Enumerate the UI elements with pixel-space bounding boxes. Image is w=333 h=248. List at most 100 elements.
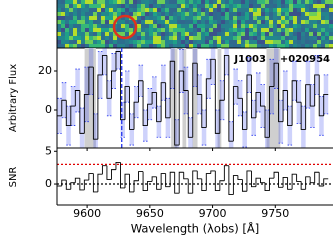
image-pixel [141, 16, 145, 20]
image-pixel [197, 40, 201, 44]
spectrum-step [255, 91, 261, 118]
image-pixel [257, 0, 261, 4]
spectrum-step [129, 86, 135, 130]
image-pixel [169, 24, 173, 28]
image-pixel [113, 40, 117, 44]
image-pixel [245, 28, 249, 32]
image-pixel [89, 40, 93, 44]
image-pixel [125, 28, 129, 32]
spectrum-step [241, 179, 247, 192]
image-pixel [213, 8, 217, 12]
image-pixel [117, 12, 121, 16]
image-pixel [85, 8, 89, 12]
image-pixel [297, 32, 301, 36]
image-pixel [89, 24, 93, 28]
image-pixel [125, 44, 129, 48]
image-pixel [65, 0, 69, 4]
image-pixel [197, 32, 201, 36]
spectrum-step [101, 165, 107, 175]
spectrum-step [232, 175, 238, 195]
image-pixel [65, 4, 69, 8]
image-pixel [69, 0, 73, 4]
image-pixel [205, 12, 209, 16]
image-pixel [141, 28, 145, 32]
image-pixel [201, 16, 205, 20]
image-pixel [265, 8, 269, 12]
image-pixel [253, 36, 257, 40]
spectrum-step [129, 174, 135, 193]
image-pixel [297, 24, 301, 28]
spectrum-step [83, 93, 89, 134]
image-pixel [213, 0, 217, 4]
image-pixel [57, 0, 61, 4]
image-pixel [105, 12, 109, 16]
image-pixel [57, 4, 61, 8]
x-axis-label: Wavelength (λobs) [Å] [131, 221, 259, 236]
image-pixel [121, 16, 125, 20]
image-pixel [249, 12, 253, 16]
image-pixel [257, 8, 261, 12]
image-pixel [161, 12, 165, 16]
spectrum-step [287, 177, 293, 190]
image-pixel [81, 8, 85, 12]
y-axis-label: Arbitrary Flux [8, 64, 19, 132]
image-pixel [281, 36, 285, 40]
image-pixel [109, 24, 113, 28]
image-pixel [321, 36, 325, 40]
image-pixel [89, 20, 93, 24]
image-pixel [257, 12, 261, 16]
image-pixel [125, 16, 129, 20]
image-pixel [109, 32, 113, 36]
image-pixel [261, 12, 265, 16]
image-pixel [205, 44, 209, 48]
image-pixel [285, 0, 289, 4]
spectrum-step [110, 169, 116, 180]
image-pixel [117, 4, 121, 8]
image-pixel [193, 40, 197, 44]
image-pixel [201, 8, 205, 12]
image-pixel [89, 12, 93, 16]
image-pixel [269, 32, 273, 36]
image-pixel [69, 4, 73, 8]
image-pixel [65, 8, 69, 12]
image-pixel [253, 20, 257, 24]
image-pixel [89, 4, 93, 8]
image-pixel [73, 16, 77, 20]
image-pixel [185, 20, 189, 24]
image-pixel [161, 4, 165, 8]
image-pixel [273, 24, 277, 28]
image-pixel [329, 8, 333, 12]
spectrum-step [74, 177, 80, 183]
image-pixel [105, 8, 109, 12]
image-pixel [237, 4, 241, 8]
image-pixel [269, 16, 273, 20]
image-pixel [177, 20, 181, 24]
image-pixel [317, 4, 321, 8]
image-pixel [81, 36, 85, 40]
image-pixel [149, 40, 153, 44]
spectrum-step [101, 54, 107, 75]
y-tick-label: 0 [45, 177, 52, 190]
spectrum-step [83, 179, 89, 190]
image-pixel [105, 44, 109, 48]
image-pixel [309, 32, 313, 36]
image-pixel [173, 0, 177, 4]
image-pixel [157, 32, 161, 36]
image-pixel [185, 32, 189, 36]
image-pixel [261, 4, 265, 8]
image-pixel [165, 44, 169, 48]
image-pixel [321, 8, 325, 12]
image-pixel [61, 24, 65, 28]
image-pixel [237, 8, 241, 12]
image-pixel [281, 24, 285, 28]
image-pixel [293, 24, 297, 28]
image-pixel [121, 40, 125, 44]
image-pixel [201, 44, 205, 48]
image-pixel [261, 32, 265, 36]
spectrum-step [178, 70, 184, 146]
spectrum-step [151, 176, 157, 182]
image-pixel [193, 36, 197, 40]
image-pixel [241, 12, 245, 16]
image-pixel [277, 24, 281, 28]
spectrum-step [142, 80, 148, 127]
